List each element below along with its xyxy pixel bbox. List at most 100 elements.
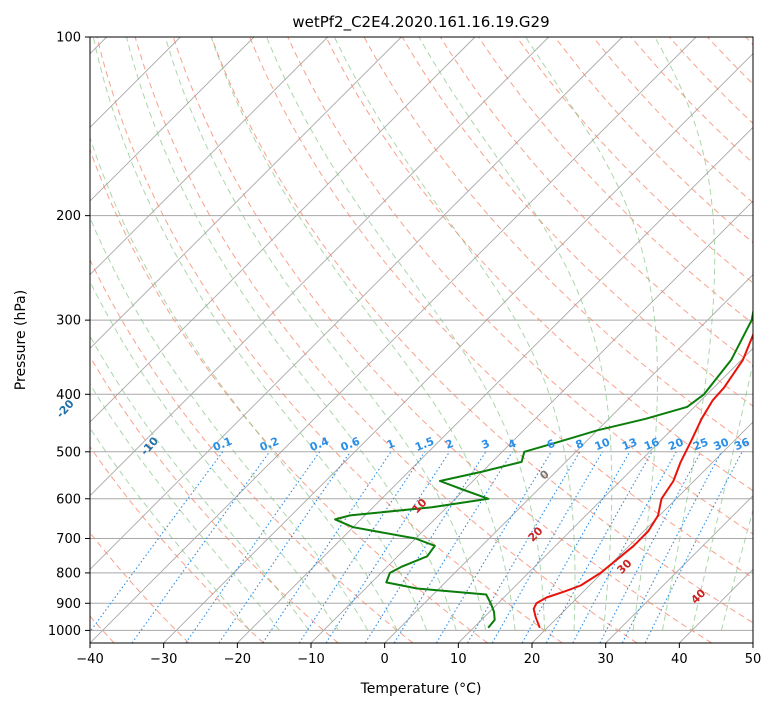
mixing-ratio-label: 2 [443,437,455,452]
isotherm-line [90,37,623,570]
mixing-ratio-line [218,451,351,643]
mixing-ratio-line [435,451,552,643]
isotherm-line [90,37,476,423]
isotherm-line [531,421,753,643]
mixing-ratio-line [298,451,426,643]
mixing-ratio-label: 0.1 [211,435,234,454]
x-tick-label: −20 [224,652,251,667]
y-tick-label: 200 [56,209,81,224]
dry-adiabat-line [478,37,753,325]
dry-adiabat-line [90,148,488,643]
mixing-ratio-label: 16 [642,435,661,453]
mixing-ratio-label: 1 [385,437,397,452]
background-lines [90,37,753,643]
plot-frame [89,36,754,644]
isotherm-line [90,37,697,643]
dry-adiabat-line [592,37,753,204]
y-tick-label: 600 [56,492,81,507]
mixing-ratio-label: 30 [712,435,731,453]
x-tick-label: −30 [150,652,177,667]
mixing-ratio-line [572,451,677,643]
dry-adiabat-line [630,37,753,164]
mixing-ratio-label: 6 [545,437,557,452]
dry-adiabat-line [363,37,753,449]
mixing-ratio-label: 36 [732,435,751,453]
x-tick-label: 30 [597,652,614,667]
mixing-ratio-line [325,451,451,643]
mixing-ratio-label: 0.2 [258,435,281,454]
mixing-ratio-label: 0.6 [339,435,362,454]
isotherm-line [605,495,753,643]
x-tick-label: −40 [76,652,103,667]
dry-adiabat-line [90,258,414,643]
x-tick-label: 10 [450,652,467,667]
moist-adiabat-line [90,427,251,631]
y-tick-label: 400 [56,388,81,403]
isotherm-line [384,274,753,643]
moist-adiabat-line [90,335,310,631]
isotherm-line [458,347,753,643]
dry-adiabat-line [96,37,563,643]
moist-adiabat-line [126,37,457,631]
axes: −40 −30 −20 −10 0 10 20 30 40 5010009008007006005… [48,31,761,668]
mixing-ratio-label: 0.4 [308,435,331,454]
mixing-ratio-label: 10 [593,435,612,453]
mixing-ratio-label: 25 [691,435,710,453]
sounding-temperature [532,332,753,629]
moist-adiabat-line [333,37,576,631]
y-tick-label: 800 [56,566,81,581]
y-tick-label: 1000 [48,624,81,639]
mixing-ratio-line [545,451,653,643]
dry-adiabat-line [439,37,753,366]
isotherm-line [679,568,753,643]
dry-adiabat-line [325,37,753,492]
mixing-ratio-line [90,451,224,633]
x-axis-label: Temperature (°C) [360,681,482,697]
y-tick-label: 700 [56,532,81,547]
moist-adiabat-line [92,37,428,631]
mixing-ratio-label: 13 [620,435,639,453]
x-tick-label: 0 [381,652,389,667]
moist-adiabat-label: 20 [526,524,546,544]
moist-adiabat-line [720,508,753,631]
mixing-ratio-line [185,451,321,643]
isotherm-line [752,642,753,643]
x-tick-label: 20 [524,652,541,667]
isotherm-line [90,37,255,202]
moist-adiabat-line [90,383,280,631]
x-tick-label: 40 [671,652,688,667]
mixing-ratio-line [364,451,487,643]
dry-adiabat-line [249,37,753,579]
isotherm-line [90,37,328,276]
moist-adiabat-line [691,360,753,631]
y-tick-label: 900 [56,597,81,612]
dry-adiabat-line [90,355,339,643]
dry-adiabat-line [211,37,753,624]
dry-adiabat-label: -10 [138,434,161,458]
moist-adiabat-line [90,280,339,631]
x-tick-label: 50 [745,652,762,667]
isotherm-line [90,37,549,497]
y-axis-label: Pressure (hPa) [13,290,29,390]
mixing-ratio-label: 1.5 [413,435,436,454]
mixing-ratio-label: 8 [574,437,586,452]
mixing-ratio-label: 4 [506,437,518,452]
chart-title: wetPf2_C2E4.2020.161.16.19.G29 [292,13,549,32]
moist-adiabat-line [210,37,516,631]
y-tick-label: 500 [56,445,81,460]
dry-adiabat-line [516,37,753,284]
mixing-ratio-line [599,451,702,643]
isotherm-line [90,37,402,349]
moist-adiabat-line [266,37,546,631]
dry-adiabat-line [134,37,638,643]
dry-adiabat-line [401,37,753,407]
y-tick-label: 300 [56,314,81,329]
mixing-ratio-line [644,451,743,643]
moist-adiabat-line [418,37,613,631]
guide-line-labels: -100-90-80-70-60-50-40-30-20-10102030400… [0,360,752,606]
sounding-dewpoint [334,307,753,629]
isotherm-line [163,53,753,643]
isotherm-line [310,200,753,643]
